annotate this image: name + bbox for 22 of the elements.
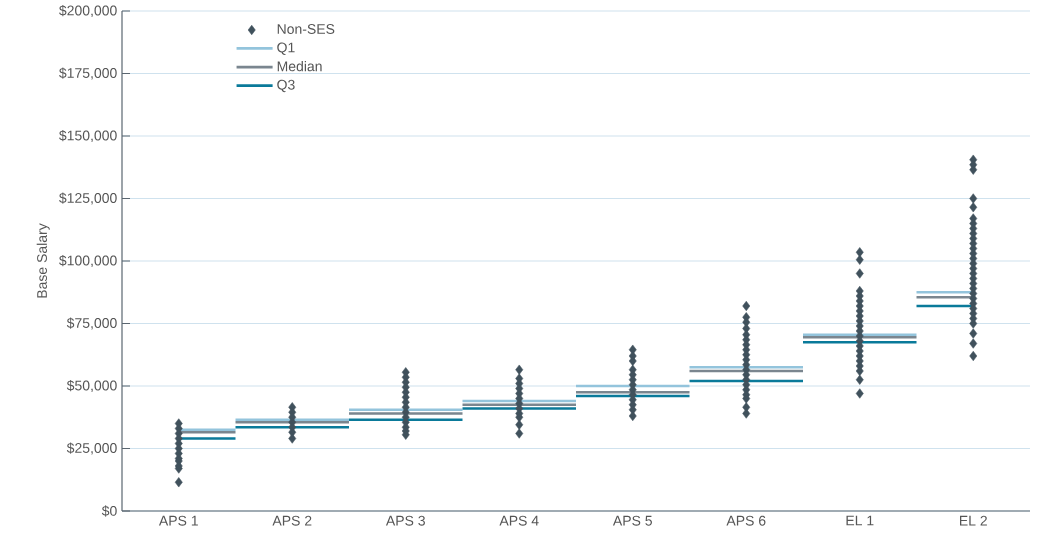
x-tick-label: EL 1 bbox=[846, 515, 874, 526]
legend-label: Q1 bbox=[277, 42, 295, 55]
x-tick-label: APS 5 bbox=[612, 515, 652, 526]
x-tick-label: APS 6 bbox=[726, 515, 766, 526]
y-tick-label: $175,000 bbox=[59, 67, 117, 80]
y-tick-label: $150,000 bbox=[59, 129, 117, 143]
x-tick-label: EL 2 bbox=[960, 515, 987, 526]
x-tick-label: APS 4 bbox=[499, 515, 539, 526]
y-tick-label: $50,000 bbox=[66, 379, 117, 393]
x-tick-label: APS 3 bbox=[385, 515, 425, 526]
y-tick-label: $75,000 bbox=[66, 317, 117, 330]
y-tick-label: $25,000 bbox=[66, 442, 117, 455]
legend-label: Q3 bbox=[277, 79, 295, 93]
legend-label: Non-SES bbox=[277, 24, 335, 35]
x-tick-label: APS 2 bbox=[272, 515, 312, 526]
y-tick-label: $100,000 bbox=[59, 254, 117, 268]
legend-label: Median bbox=[277, 60, 322, 72]
y-tick-label: $200,000 bbox=[59, 4, 117, 18]
y-axis-title: Base Salary bbox=[36, 223, 50, 298]
y-tick-label: $125,000 bbox=[59, 192, 117, 205]
x-tick-label: APS 1 bbox=[158, 515, 198, 526]
y-tick-label: $0 bbox=[101, 505, 117, 517]
